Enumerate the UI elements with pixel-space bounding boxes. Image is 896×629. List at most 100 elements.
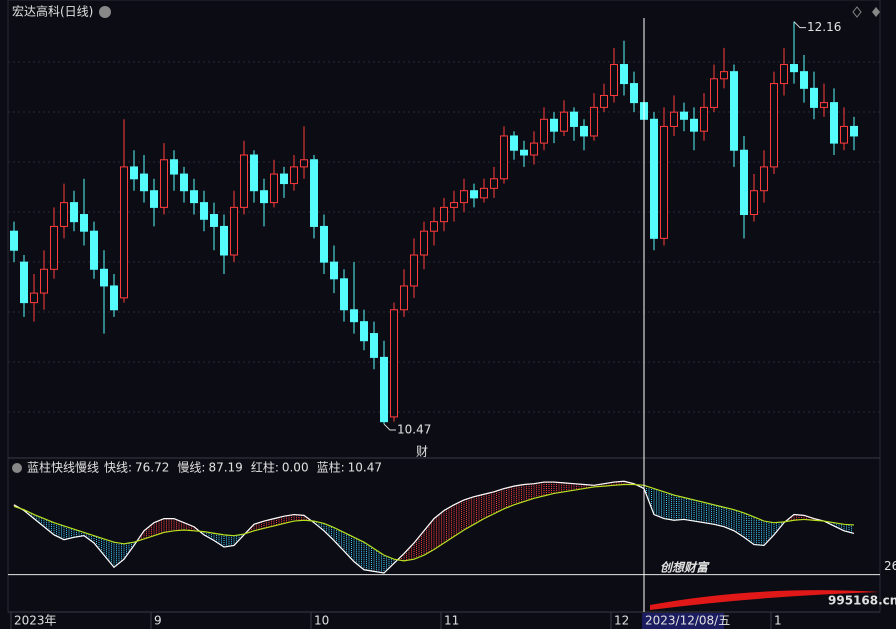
candle-body [600,94,608,108]
candle-body [300,159,308,168]
diamond-icon[interactable] [872,7,880,17]
candle-body [240,154,248,208]
candle-body [440,206,448,223]
candle-body [370,333,378,358]
cursor-label: 2023/12/08/五 [645,614,730,628]
candle-body [580,125,588,137]
candle-body [270,173,278,204]
candle-body [790,64,798,73]
annotation-arrow [793,21,806,29]
candle-body [620,64,628,85]
candle-body [110,285,118,311]
legend-label: 蓝柱: [317,460,345,475]
candle-body [590,106,598,137]
candle-body [450,202,458,208]
candle-body [290,166,298,185]
indicator-name: 蓝柱快线慢线 [27,460,99,475]
candle-body [90,230,98,270]
candle-body [700,106,708,132]
candle-body [770,83,778,168]
x-tick-label: 11 [444,614,459,628]
candle-body [410,254,418,287]
menu-icon[interactable] [99,6,111,18]
watermark-swoosh [650,590,880,610]
candle-body [710,78,718,108]
candle-body [150,190,158,208]
candle-body [180,173,188,192]
candle-body [480,187,488,199]
x-tick-label: 12 [614,614,629,628]
annotation-arrow [383,423,396,431]
candle-body [310,159,318,227]
candle-body [550,118,558,132]
legend-value: 0.00 [282,461,309,475]
candle-body [540,118,548,144]
candle-body [560,111,568,132]
candle-body [70,202,78,223]
reference-label: 26 [884,559,896,573]
chart-title: 宏达高科(日线) [12,4,93,19]
diamond-icon[interactable] [852,6,862,18]
candle-body [470,190,478,199]
x-tick-label: 9 [154,614,162,628]
event-marker: 财 [416,445,428,459]
candle-body [650,118,658,239]
high-label: 12.16 [807,20,841,34]
candle-body [130,166,138,180]
candle-body [280,173,288,185]
candle-body [340,278,348,311]
candle-body [430,221,438,232]
candle-body [120,166,128,299]
candle-body [40,268,48,294]
candle-body [200,202,208,220]
candle-body [220,225,228,256]
candle-body [420,230,428,256]
candle-body [30,292,38,304]
candle-body [350,309,358,323]
candle-body [680,111,688,120]
legend-value: 76.72 [135,461,169,475]
candle-body [330,261,338,280]
candle-body [250,154,258,192]
watermark: 创想财富 [660,561,710,575]
candle-body [80,214,88,232]
candle-body [660,125,668,239]
candle-body [780,64,788,85]
candle-body [530,142,538,156]
candle-body [160,159,168,208]
candle-body [500,135,508,180]
candle-body [520,149,528,156]
candle-body [490,178,498,189]
candle-body [690,118,698,132]
legend-label: 慢线: [177,461,205,475]
candle-body [360,321,368,342]
candle-body [630,83,638,104]
candle-body [10,230,18,251]
candle-body [170,159,178,175]
candle-body [510,135,518,151]
candle-body [720,71,728,80]
candle-body [260,190,268,204]
indicator-line [13,483,855,562]
legend-value: 87.19 [208,461,242,475]
x-tick-label: 10 [314,614,329,628]
candle-body [230,206,238,256]
legend-label: 红柱: [251,460,279,475]
candle-body [20,261,28,304]
candle-body [570,111,578,127]
low-label: 10.47 [397,423,431,437]
candle-body [820,102,828,108]
candle-body [190,190,198,204]
legend-label: 快线: [104,461,132,475]
candle-body [730,71,738,151]
candle-body [840,125,848,144]
candle-body [460,190,468,204]
menu-icon[interactable] [12,463,22,473]
candle-body [400,285,408,311]
legend-value: 10.47 [348,461,382,475]
indicator-line [13,480,855,574]
candle-body [320,225,328,263]
candle-body [380,356,388,423]
x-tick-label: 1 [774,614,782,628]
